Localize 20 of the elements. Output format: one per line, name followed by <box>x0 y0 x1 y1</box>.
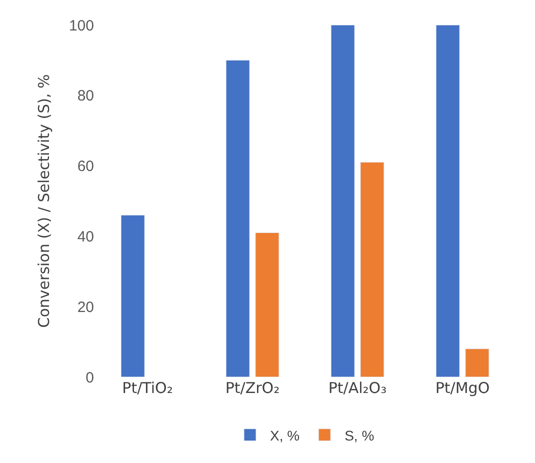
y-tick-label: 60 <box>77 158 94 176</box>
y-tick-label: 20 <box>77 298 94 316</box>
x-tick-label: Pt/Al₂O₃ <box>328 379 387 397</box>
y-axis-title: Conversion (X) / Selectivity (S), % <box>35 74 54 328</box>
y-tick-label: 100 <box>68 17 94 34</box>
y-tick-label: 0 <box>86 369 94 386</box>
x-tick-label: Pt/ZrO₂ <box>225 379 280 397</box>
legend-label: X, % <box>270 427 300 444</box>
x-tick-label: Pt/MgO <box>435 379 490 397</box>
y-tick-label: 40 <box>77 228 94 246</box>
bar <box>120 214 145 377</box>
bar <box>465 348 490 377</box>
y-tick-label: 80 <box>77 88 94 105</box>
bar <box>255 232 280 377</box>
legend-label: S, % <box>344 427 374 444</box>
bar <box>226 60 250 377</box>
bar <box>436 25 460 377</box>
x-tick-label: Pt/TiO₂ <box>122 379 173 397</box>
bar <box>360 162 384 377</box>
bar <box>330 25 355 377</box>
